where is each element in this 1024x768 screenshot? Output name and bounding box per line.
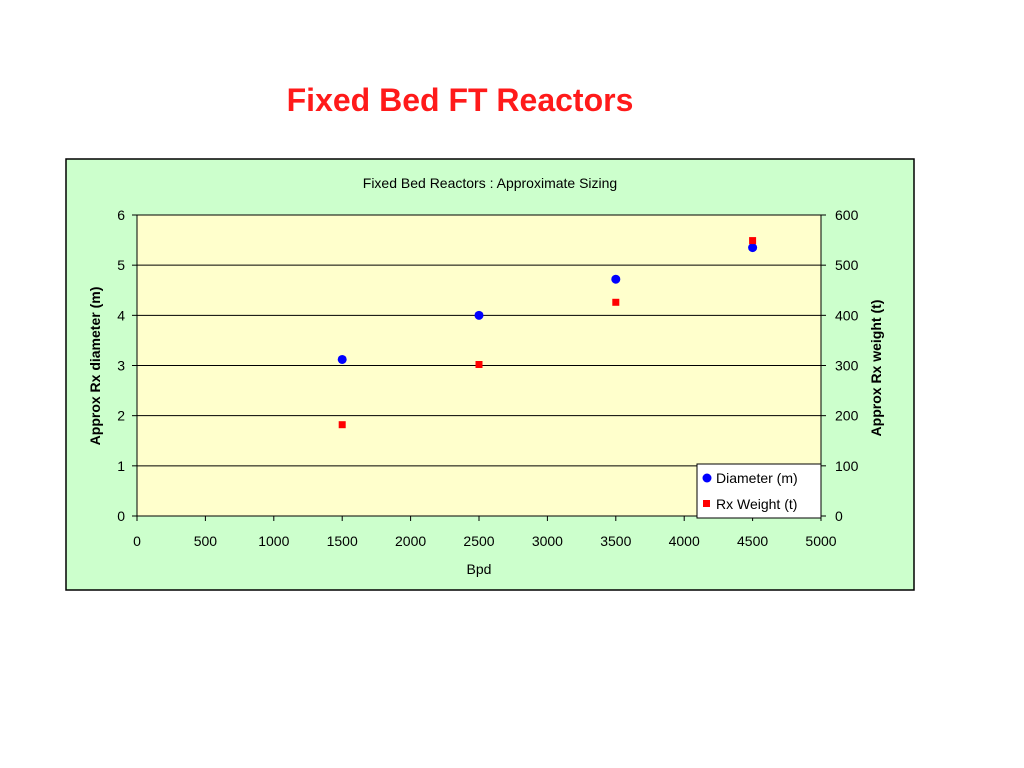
- y2-axis-label: Approx Rx weight (t): [868, 300, 884, 437]
- legend-marker-diameter: [702, 473, 712, 483]
- y2-tick-label: 500: [835, 257, 859, 273]
- y-tick-label: 1: [117, 458, 125, 474]
- y2-tick-label: 600: [835, 207, 859, 223]
- x-tick-label: 3000: [532, 533, 563, 549]
- legend-marker-weight: [703, 500, 710, 507]
- legend-box: [696, 463, 822, 519]
- slide-title: Fixed Bed FT Reactors: [286, 82, 634, 118]
- y-tick-label: 5: [117, 257, 125, 273]
- x-tick-label: 4000: [669, 533, 700, 549]
- data-point-weight: [338, 421, 346, 429]
- data-point-weight: [749, 237, 757, 245]
- y2-tick-label: 200: [835, 408, 859, 424]
- data-point-diameter: [474, 310, 484, 320]
- legend-label-weight: Rx Weight (t): [716, 496, 797, 512]
- x-tick-label: 3500: [600, 533, 631, 549]
- tick-labels: 0 500 1000 1500 2000 2500 3000 3500 4000 4500 5000…: [117, 207, 858, 549]
- y2-tick-label: 300: [835, 358, 859, 374]
- y2-tick-label: 100: [835, 458, 859, 474]
- x-tick-label: 500: [194, 533, 218, 549]
- y-tick-label: 0: [117, 508, 125, 524]
- data-point-diameter: [748, 243, 758, 253]
- y-tick-label: 3: [117, 358, 125, 374]
- legend-label-diameter: Diameter (m): [716, 470, 798, 486]
- y-tick-label: 2: [117, 408, 125, 424]
- x-tick-label: 0: [133, 533, 141, 549]
- data-point-weight: [612, 298, 620, 306]
- y2-tick-label: 0: [835, 508, 843, 524]
- y-tick-label: 4: [117, 307, 125, 323]
- legend: Diameter (m) Rx Weight (t): [696, 463, 822, 519]
- data-point-diameter: [611, 274, 621, 284]
- y2-tick-label: 400: [835, 307, 859, 323]
- x-tick-label: 5000: [805, 533, 836, 549]
- data-point-weight: [475, 360, 483, 368]
- x-axis-label: Bpd: [467, 561, 492, 577]
- chart-title: Fixed Bed Reactors : Approximate Sizing: [363, 175, 617, 191]
- y-axis-label: Approx Rx diameter (m): [87, 287, 103, 446]
- data-point-diameter: [337, 354, 347, 364]
- y-tick-label: 6: [117, 207, 125, 223]
- x-tick-label: 2000: [395, 533, 426, 549]
- x-tick-label: 4500: [737, 533, 768, 549]
- x-tick-label: 2500: [463, 533, 494, 549]
- x-tick-label: 1500: [327, 533, 358, 549]
- x-tick-label: 1000: [258, 533, 289, 549]
- data-points: [337, 237, 758, 429]
